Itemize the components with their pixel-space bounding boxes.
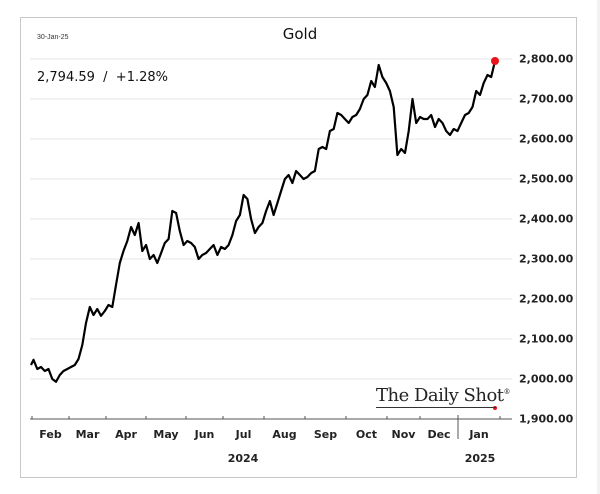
- x-tick-label: Feb: [39, 428, 62, 441]
- x-tick-label: Jun: [194, 428, 215, 441]
- right-edge-strip: [597, 0, 600, 494]
- brand-underline: [376, 407, 496, 408]
- y-tick-label: 2,400.00: [519, 212, 574, 226]
- gridlines: [30, 58, 512, 380]
- y-tick-label: 2,000.00: [519, 372, 574, 386]
- x-tick-label: Dec: [427, 428, 451, 441]
- chart-date: 30-Jan-25: [37, 34, 69, 41]
- latest-point-marker: [491, 57, 499, 65]
- brand-text: The Daily Shot: [376, 385, 504, 406]
- x-tick-label: May: [153, 428, 179, 441]
- x-axis: [30, 415, 512, 439]
- latest-value-change: 2,794.59 / +1.28%: [37, 70, 168, 85]
- y-tick-label: 2,500.00: [519, 172, 574, 186]
- x-tick-label: Oct: [355, 428, 378, 441]
- brand-mark: ®: [503, 388, 511, 396]
- gold-price-line: [30, 60, 497, 383]
- year-label: 2024: [227, 452, 259, 465]
- x-tick-label: Aug: [272, 428, 297, 441]
- x-tick-label: Mar: [75, 428, 100, 441]
- x-tick-label: Jul: [235, 428, 252, 441]
- y-tick-label: 2,600.00: [519, 132, 574, 146]
- x-tick-label: Sep: [313, 428, 338, 441]
- year-label: 2025: [464, 452, 496, 465]
- y-tick-label: 2,700.00: [519, 92, 574, 106]
- y-tick-label: 2,300.00: [519, 252, 574, 266]
- y-tick-label: 2,200.00: [519, 292, 574, 306]
- y-tick-label: 2,800.00: [519, 52, 574, 66]
- x-tick-label: Nov: [391, 428, 416, 441]
- x-tick-label: Jan: [469, 428, 489, 441]
- y-tick-label: 2,100.00: [519, 332, 574, 346]
- chart-title: Gold: [282, 25, 318, 43]
- x-tick-label: Apr: [115, 428, 137, 441]
- y-tick-label: 1,900.00: [519, 412, 574, 426]
- brand-logo: The Daily Shot®: [376, 385, 511, 406]
- chart-frame: [20, 17, 577, 478]
